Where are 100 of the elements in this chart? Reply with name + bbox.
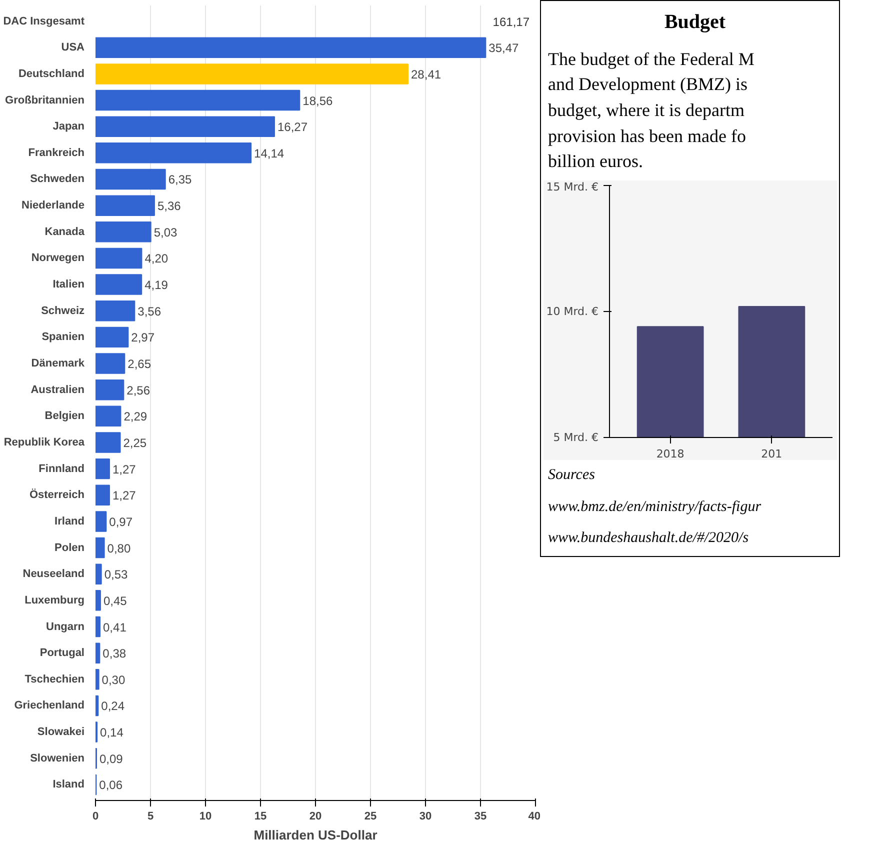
data-label: 16,27: [277, 120, 308, 134]
text: www.bundeshaushalt.de/#/2020/s: [548, 528, 749, 548]
data-label: 14,14: [254, 146, 284, 160]
data-label: 4,19: [144, 278, 168, 292]
data-label: 6,35: [168, 172, 192, 187]
y-tick-label: Polen: [54, 542, 85, 554]
bar: [96, 537, 105, 558]
y-tick-label: Portugal: [40, 647, 85, 660]
y-tick-label: Frankreich: [28, 146, 85, 159]
y-tick-label: Dänemark: [31, 358, 86, 370]
y-tick-label: Luxemburg: [24, 594, 85, 606]
y-tick-label: DAC Insgesamt: [3, 15, 85, 28]
bar: [96, 695, 99, 716]
y-tick-label: 15 Mrd. €: [546, 180, 599, 194]
y-tick-label: Japan: [52, 120, 85, 133]
bar: [96, 90, 300, 111]
y-tick-label: Schweden: [30, 173, 85, 186]
x-tick-label: 201: [761, 448, 782, 461]
data-label: 0,97: [109, 514, 133, 529]
x-tick-label: 2018: [656, 448, 684, 461]
data-label: 28,41: [411, 67, 442, 82]
data-label: 2,25: [123, 436, 147, 450]
bar: [96, 353, 126, 374]
bar: [96, 432, 121, 453]
data-label: 1,27: [112, 462, 136, 476]
bar: [96, 195, 155, 216]
data-label: 3,56: [138, 304, 162, 318]
data-label: 4,20: [144, 252, 168, 266]
y-tick-label: Spanien: [42, 331, 85, 344]
data-label: 0,80: [107, 541, 131, 556]
bar: [96, 616, 101, 638]
y-tick-label: Österreich: [29, 488, 85, 502]
chart-subtitle: The budget of the Federal M and Development (BMZ) is budget, where it is departm provision has been made fo billion euros.: [548, 48, 754, 174]
data-label: 2,97: [131, 330, 155, 345]
data-label: 0,14: [100, 726, 124, 740]
bar: [96, 379, 124, 400]
data-label: 1,27: [112, 488, 136, 503]
data-label: 0,45: [103, 594, 128, 608]
y-tick-label: Griechenland: [14, 700, 84, 712]
bar: [96, 116, 275, 137]
data-label: 0,38: [102, 646, 126, 661]
y-tick-label: Belgien: [44, 410, 85, 422]
y-tick-label: Ungarn: [46, 620, 85, 633]
bar: [96, 642, 100, 664]
y-tick-label: 5 Mrd. €: [553, 431, 599, 444]
text: Sources: [548, 466, 595, 486]
bar: [96, 64, 409, 84]
text: www.bmz.de/en/ministry/facts-figur: [548, 498, 762, 516]
x-tick-label: 0: [92, 810, 99, 822]
data-label: 0,30: [102, 672, 126, 687]
bar: [96, 484, 110, 506]
bar: [96, 458, 110, 480]
bar: [96, 326, 129, 348]
data-label: 5,03: [154, 225, 178, 240]
bar: [96, 406, 122, 427]
x-tick-label: 40: [528, 810, 541, 822]
y-tick-label: Irland: [54, 515, 85, 528]
y-tick-label: Schweiz: [41, 304, 85, 317]
y-tick-label: Neuseeland: [22, 568, 85, 580]
y-tick-label: Republik Korea: [4, 436, 86, 448]
bar: [96, 300, 136, 322]
x-axis-title: Milliarden US-Dollar: [254, 828, 378, 842]
data-label: 0,24: [101, 699, 125, 714]
data-label: 0,53: [104, 568, 128, 582]
y-tick-label: Australien: [30, 384, 85, 396]
y-tick-label: Norwegen: [31, 252, 85, 264]
y-tick-label: Deutschland: [18, 68, 85, 80]
x-tick-label: 5: [147, 810, 154, 822]
chart-title: Budget: [664, 11, 726, 33]
y-tick-label: Niederlande: [22, 200, 85, 212]
y-tick-label: Kanada: [44, 226, 86, 238]
y-tick-label: Großbritannien: [5, 94, 85, 106]
data-label: 2,29: [124, 410, 148, 424]
bar: [96, 168, 166, 190]
data-label: 5,36: [157, 199, 182, 214]
y-tick-label: Finnland: [38, 462, 84, 475]
data-label: 18,56: [302, 94, 334, 108]
data-label: 0,06: [99, 778, 123, 792]
data-label: 0,41: [103, 620, 127, 634]
x-tick-label: 20: [309, 810, 322, 822]
data-label: 2,56: [126, 383, 150, 398]
y-tick-label: Italien: [52, 278, 85, 291]
x-tick-label: 25: [364, 810, 377, 822]
y-tick-label: Slowakei: [37, 726, 84, 738]
data-label: 0,09: [99, 752, 124, 766]
bar: [96, 37, 486, 58]
bar: [96, 222, 152, 242]
y-tick-label: USA: [61, 42, 85, 54]
y-tick-label: Island: [52, 778, 85, 791]
text: 161,17: [492, 14, 530, 29]
data-label: 2,65: [128, 357, 152, 372]
bar: [96, 564, 102, 584]
x-tick-label: 10: [199, 810, 212, 822]
bar: [96, 142, 252, 164]
y-tick-label: Tschechien: [24, 673, 85, 686]
y-tick-label: 10 Mrd. €: [546, 305, 599, 318]
bar: [96, 274, 142, 295]
bar: [96, 248, 142, 269]
y-tick-label: Slowenien: [30, 752, 85, 764]
data-label: 35,47: [488, 41, 520, 56]
